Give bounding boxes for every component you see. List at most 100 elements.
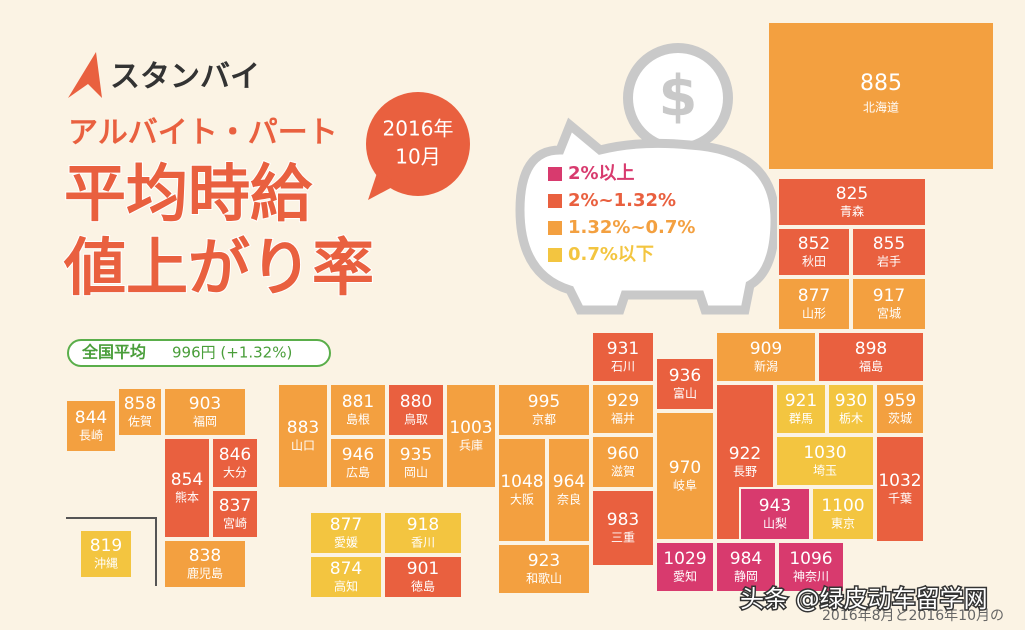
prefecture-tile	[163, 437, 211, 539]
prefecture-tile	[309, 555, 383, 599]
prefecture-name: 沖縄	[94, 556, 118, 571]
prefecture-value: 970	[669, 458, 701, 478]
national-label: 全国平均	[81, 343, 146, 362]
prefecture-name: 滋賀	[611, 465, 635, 479]
prefecture-value: 959	[884, 391, 916, 411]
prefecture-value: 901	[407, 559, 439, 579]
prefecture-tile	[445, 383, 497, 489]
prefecture-name: 鳥取	[404, 412, 428, 427]
prefecture-value: 1030	[803, 443, 846, 463]
prefecture-tile	[767, 21, 995, 171]
prefecture-value: 918	[407, 515, 439, 535]
prefecture-tile	[817, 331, 925, 383]
date-month: 10月	[395, 145, 440, 169]
prefecture-value: 935	[400, 445, 432, 465]
prefecture-value: 960	[607, 444, 639, 464]
prefecture-name: 宮崎	[223, 516, 247, 531]
prefecture-tile	[79, 529, 133, 579]
prefecture-value: 819	[90, 536, 122, 556]
prefecture-tile	[497, 437, 547, 543]
prefecture-value: 930	[835, 391, 867, 411]
prefecture-tile	[163, 539, 247, 589]
prefecture-name: 大阪	[510, 493, 534, 507]
prefecture-name: 徳島	[411, 579, 435, 594]
prefecture-name: 三重	[611, 531, 635, 545]
legend-label: 0.7%以下	[568, 244, 654, 265]
prefecture-name: 群馬	[789, 412, 813, 426]
prefecture-name: 京都	[532, 413, 556, 427]
prefecture-value: 1003	[449, 418, 492, 438]
prefecture-value: 929	[607, 391, 639, 411]
prefecture-value: 838	[189, 546, 221, 566]
prefecture-tile	[497, 383, 591, 437]
prefecture-tile	[211, 489, 259, 539]
prefecture-value: 903	[189, 394, 221, 414]
prefecture-name: 愛媛	[334, 536, 358, 550]
prefecture-tile	[591, 383, 655, 435]
prefecture-value: 983	[607, 510, 639, 530]
prefecture-value: 936	[669, 366, 701, 386]
prefecture-value: 852	[798, 234, 830, 254]
prefecture-value: 880	[400, 392, 432, 412]
prefecture-tile	[383, 511, 463, 555]
prefecture-name: 熊本	[175, 490, 199, 505]
prefecture-name: 静岡	[734, 570, 758, 584]
title: 平均時給	[64, 157, 313, 230]
title: 値上がり率	[63, 231, 374, 304]
prefecture-value: 854	[171, 470, 203, 490]
legend-label: 1.32%~0.7%	[568, 217, 695, 238]
prefecture-tile	[715, 331, 817, 383]
prefecture-tile	[775, 383, 827, 435]
prefecture-value: 855	[873, 234, 905, 254]
prefecture-tile	[329, 383, 387, 437]
prefecture-tile	[777, 277, 851, 331]
prefecture-name: 長野	[733, 465, 757, 479]
prefecture-name: 福井	[611, 411, 635, 426]
legend-swatch	[548, 221, 562, 235]
prefecture-value: 909	[750, 339, 782, 359]
prefecture-value: 921	[785, 391, 817, 411]
prefecture-name: 栃木	[839, 412, 863, 426]
national-box	[67, 339, 331, 367]
prefecture-name: 新潟	[754, 359, 778, 374]
prefecture-tile	[775, 435, 875, 487]
prefecture-value: 1100	[821, 496, 864, 516]
prefecture-tile	[547, 437, 591, 543]
prefecture-value: 946	[342, 445, 374, 465]
legend-label: 2%以上	[568, 163, 635, 184]
prefecture-name: 大分	[223, 466, 247, 480]
legend-label: 2%~1.32%	[568, 190, 676, 211]
prefecture-name: 和歌山	[526, 571, 562, 586]
prefecture-name: 福島	[859, 359, 883, 374]
prefecture-value: 846	[219, 445, 251, 465]
prefecture-name: 北海道	[863, 100, 899, 115]
prefecture-tile	[811, 487, 875, 541]
prefecture-tile	[715, 541, 777, 593]
prefecture-name: 佐賀	[128, 415, 152, 429]
prefecture-tile	[827, 383, 875, 435]
prefecture-tile	[591, 489, 655, 567]
bubble-tail	[368, 170, 398, 200]
prefecture-name: 石川	[611, 360, 635, 374]
legend-swatch	[548, 248, 562, 262]
prefecture-value: 877	[330, 515, 362, 535]
prefecture-name: 高知	[334, 579, 358, 594]
prefecture-name: 福岡	[193, 414, 217, 429]
prefecture-name: 鹿児島	[187, 566, 223, 581]
prefecture-value: 922	[729, 444, 761, 464]
prefecture-tile	[211, 437, 259, 489]
prefecture-name: 山形	[802, 307, 826, 321]
watermark: 头条 @绿皮动车留学网	[740, 585, 988, 613]
prefecture-value: 898	[855, 339, 887, 359]
prefecture-name: 千葉	[888, 492, 912, 506]
prefecture-tile	[329, 437, 387, 489]
prefecture-value: 858	[124, 394, 156, 414]
prefecture-name: 岩手	[877, 254, 901, 269]
prefecture-name: 富山	[673, 386, 697, 401]
prefecture-value: 1048	[500, 472, 543, 492]
prefecture-tile	[309, 511, 383, 555]
prefecture-tile	[383, 555, 463, 599]
prefecture-value: 844	[75, 408, 107, 428]
prefecture-value: 877	[798, 286, 830, 306]
